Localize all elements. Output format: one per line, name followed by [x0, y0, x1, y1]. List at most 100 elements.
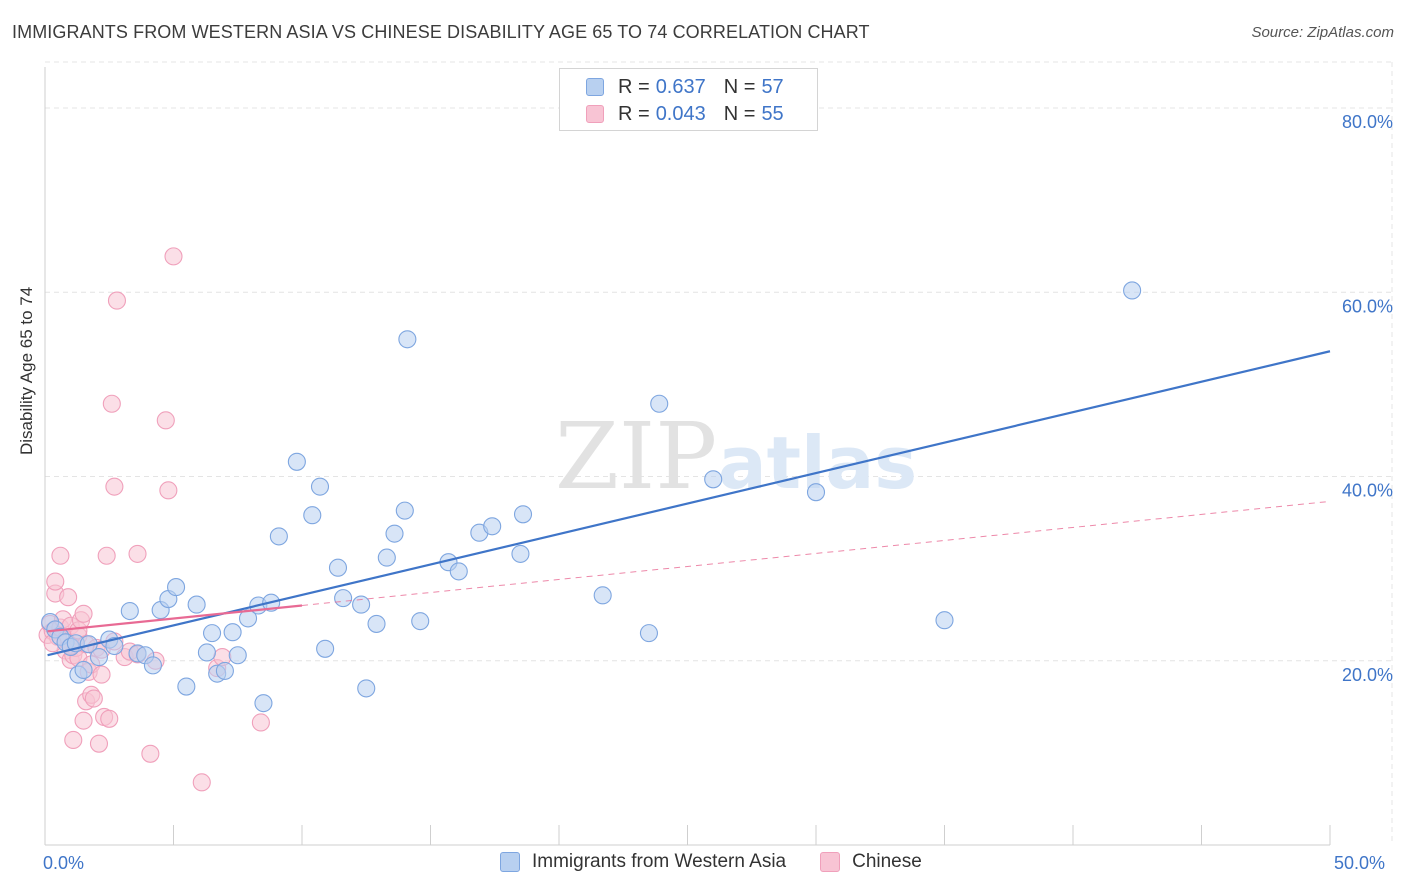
- y-tick-label: 80.0%: [1342, 112, 1393, 132]
- bottom-legend-western-asia: Immigrants from Western Asia: [500, 851, 786, 873]
- bottom-legend-swatch-blue: [500, 852, 520, 872]
- chinese-point: [59, 588, 78, 607]
- legend-r-value: 0.043: [655, 102, 706, 125]
- western-asia-point: [303, 506, 322, 525]
- watermark: ZIP atlas: [555, 403, 917, 510]
- y-tick-labels: 20.0% 40.0% 60.0% 80.0%: [1342, 112, 1393, 685]
- y-tick-label: 20.0%: [1342, 665, 1393, 685]
- legend-row-western-asia: R = 0.637 N = 57: [586, 74, 784, 100]
- bottom-legend-label: Chinese: [852, 851, 922, 872]
- legend-box: R = 0.637 N = 57 R = 0.043 N = 55: [559, 68, 818, 131]
- trend-line-chinese-extension: [301, 500, 1331, 606]
- chinese-point: [74, 711, 93, 730]
- chinese-point: [164, 247, 183, 266]
- trend-line-western-asia: [47, 350, 1331, 657]
- y-tick-label: 60.0%: [1342, 296, 1393, 316]
- western-asia-point: [1123, 281, 1142, 300]
- chinese-point: [107, 291, 127, 310]
- legend-swatch-pink: [586, 105, 604, 123]
- western-asia-point: [411, 612, 430, 631]
- chinese-point: [128, 544, 147, 563]
- western-asia-point: [385, 524, 404, 543]
- chinese-point: [84, 689, 103, 708]
- chinese-point: [192, 773, 211, 792]
- western-asia-point: [377, 548, 396, 567]
- western-asia-point: [935, 611, 954, 630]
- legend-r-label: R =: [618, 102, 650, 125]
- western-asia-point: [352, 595, 371, 614]
- chinese-point: [74, 604, 93, 623]
- chinese-point: [46, 572, 65, 591]
- legend-swatch-blue: [586, 78, 604, 96]
- chinese-point: [159, 481, 178, 500]
- legend-r-value: 0.637: [655, 75, 706, 98]
- western-asia-point: [197, 643, 216, 662]
- western-asia-point: [511, 544, 530, 563]
- chinese-point: [92, 665, 111, 684]
- western-asia-point: [513, 505, 533, 524]
- western-asia-point: [806, 483, 826, 502]
- chart-title: IMMIGRANTS FROM WESTERN ASIA VS CHINESE …: [12, 22, 870, 42]
- western-asia-point: [328, 558, 348, 577]
- chinese-point: [105, 477, 124, 496]
- western-asia-point: [650, 394, 669, 413]
- y-axis-label: Disability Age 65 to 74: [17, 286, 36, 455]
- grid-lines: [45, 61, 1393, 845]
- chinese-points: [38, 247, 270, 792]
- western-asia-point: [74, 660, 93, 680]
- western-asia-point: [449, 562, 468, 581]
- chinese-point: [141, 744, 160, 763]
- legend-n-label: N =: [723, 102, 756, 125]
- western-asia-point: [639, 624, 659, 643]
- chinese-point: [102, 394, 121, 413]
- legend-n-value: 55: [761, 102, 784, 125]
- x-tick-label-min: 0.0%: [43, 853, 85, 873]
- western-asia-point: [120, 601, 139, 621]
- trend-lines: [47, 350, 1331, 657]
- western-asia-point: [287, 452, 306, 471]
- legend-row-chinese: R = 0.043 N = 55: [586, 101, 784, 127]
- chinese-point: [89, 734, 109, 753]
- western-asia-point: [398, 330, 417, 349]
- watermark-zip: ZIP: [555, 403, 717, 510]
- western-asia-point: [357, 679, 376, 698]
- y-tick-label: 40.0%: [1342, 481, 1393, 501]
- axes: [44, 67, 1331, 846]
- legend-r-label: R =: [618, 75, 650, 98]
- bottom-legend-label: Immigrants from Western Asia: [532, 851, 787, 872]
- western-asia-point: [483, 517, 502, 536]
- western-asia-point: [89, 648, 109, 667]
- western-asia-point: [704, 470, 723, 489]
- chinese-point: [156, 411, 175, 430]
- chinese-point: [51, 546, 70, 565]
- western-asia-point: [316, 639, 335, 658]
- western-asia-point: [269, 527, 288, 546]
- western-asia-point: [105, 636, 124, 656]
- western-asia-point: [395, 501, 414, 520]
- western-asia-point: [187, 595, 206, 614]
- trend-line-chinese: [47, 604, 303, 633]
- western-asia-point: [310, 477, 330, 496]
- chinese-point: [64, 730, 83, 750]
- western-asia-point: [143, 656, 162, 675]
- x-tick-label-max: 50.0%: [1334, 853, 1386, 873]
- legend-n-value: 57: [761, 75, 784, 98]
- western-asia-point: [203, 624, 222, 643]
- bottom-legend-chinese: Chinese: [820, 851, 922, 873]
- western-asia-point: [177, 677, 196, 696]
- chinese-point: [97, 546, 116, 565]
- western-asia-point: [593, 586, 612, 605]
- western-asia-point: [334, 589, 353, 608]
- legend-n-label: N =: [723, 75, 756, 98]
- western-asia-points: [41, 281, 1142, 713]
- western-asia-point: [367, 614, 386, 633]
- chinese-point: [100, 709, 119, 728]
- source-label: Source: ZipAtlas.com: [1251, 24, 1394, 41]
- western-asia-point: [254, 694, 273, 713]
- chinese-point: [251, 713, 270, 732]
- bottom-legend-swatch-pink: [820, 852, 841, 872]
- western-asia-point: [215, 661, 234, 680]
- western-asia-point: [167, 578, 186, 597]
- western-asia-point: [223, 623, 242, 642]
